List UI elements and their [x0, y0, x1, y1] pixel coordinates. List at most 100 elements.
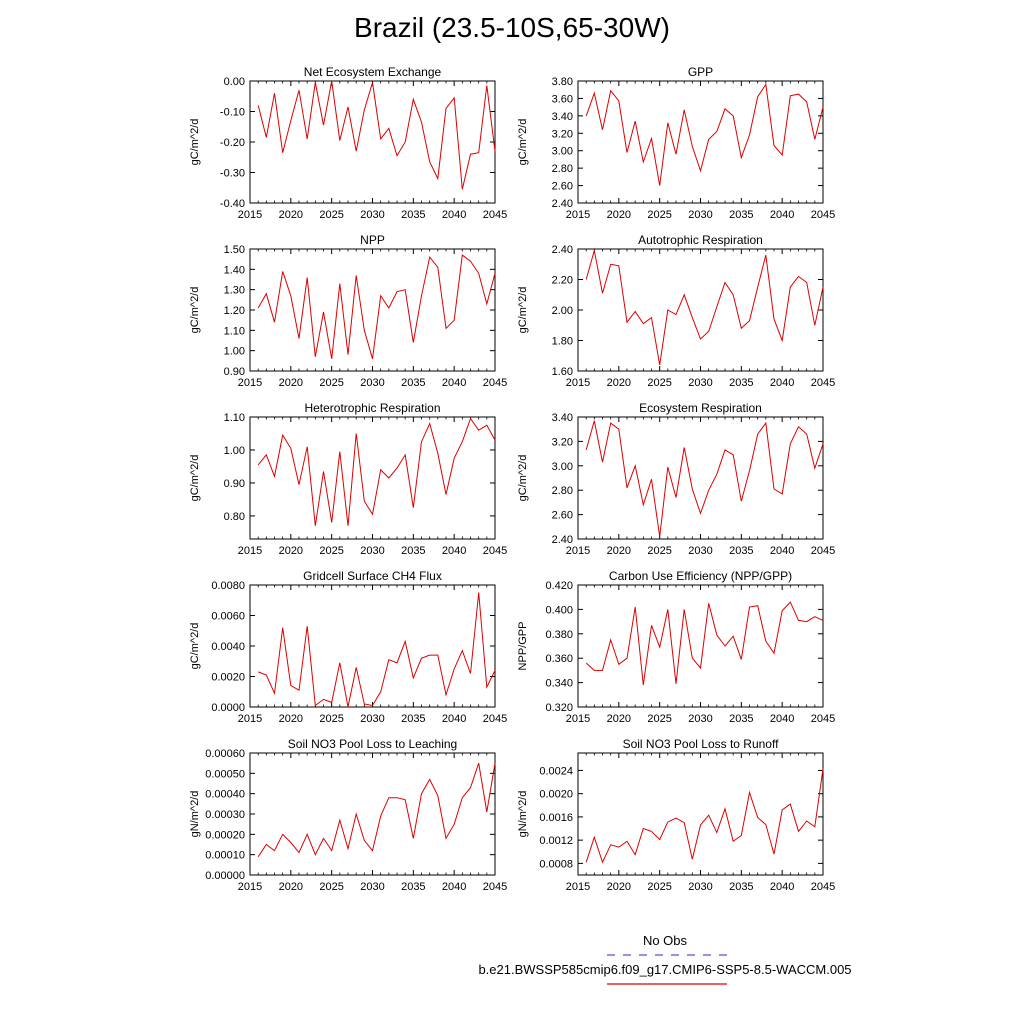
- x-tick-label: 2040: [442, 713, 466, 725]
- series-line: [257, 254, 496, 359]
- x-tick-label: 2015: [238, 209, 262, 221]
- x-tick-label: 2040: [442, 545, 466, 557]
- x-tick-label: 2045: [483, 545, 507, 557]
- x-tick-label: 2025: [319, 377, 343, 389]
- y-axis-label: gC/m^2/d: [189, 119, 201, 166]
- y-tick-label: 0.380: [545, 629, 573, 641]
- y-tick-label: 1.80: [552, 336, 573, 348]
- x-tick-label: 2030: [360, 881, 384, 893]
- y-tick-label: 2.20: [552, 275, 573, 287]
- y-tick-label: 3.40: [552, 111, 573, 123]
- y-axis-label: gN/m^2/d: [189, 791, 201, 838]
- plot-frame: [249, 584, 496, 708]
- y-tick-label: 1.30: [224, 285, 245, 297]
- x-tick-label: 2045: [483, 881, 507, 893]
- y-tick-label: 1.00: [224, 445, 245, 457]
- y-tick-label: 0.00020: [205, 829, 245, 841]
- x-tick-label: 2025: [647, 209, 671, 221]
- x-tick-label: 2030: [688, 713, 712, 725]
- y-axis-label: gC/m^2/d: [517, 455, 529, 502]
- x-tick-label: 2035: [729, 545, 753, 557]
- x-tick-label: 2040: [770, 713, 794, 725]
- x-tick-label: 2015: [566, 377, 590, 389]
- y-axis-label: gC/m^2/d: [189, 287, 201, 334]
- y-tick-label: 0.00010: [205, 850, 245, 862]
- x-tick-label: 2030: [688, 209, 712, 221]
- chart-panel-3: Autotrophic Respiration gC/m^2/d 2015 2020 2…: [517, 233, 835, 389]
- chart-panel-8: Soil NO3 Pool Loss to Leaching gN/m^2/d 20…: [189, 737, 507, 893]
- x-tick-label: 2020: [279, 377, 303, 389]
- panel-title: Soil NO3 Pool Loss to Runoff: [623, 737, 780, 751]
- y-tick-label: 0.00040: [205, 789, 245, 801]
- y-tick-label: 2.00: [552, 305, 573, 317]
- panel-title: Gridcell Surface CH4 Flux: [303, 569, 442, 583]
- y-tick-label: 0.00030: [205, 809, 245, 821]
- plot-frame: [577, 752, 824, 876]
- y-tick-label: -0.30: [220, 168, 245, 180]
- x-tick-label: 2035: [401, 545, 425, 557]
- x-tick-label: 2045: [811, 713, 835, 725]
- y-tick-label: 0.360: [545, 653, 573, 665]
- x-tick-label: 2020: [607, 377, 631, 389]
- y-tick-label: -0.40: [220, 198, 245, 210]
- x-tick-label: 2015: [238, 881, 262, 893]
- x-tick-label: 2025: [647, 881, 671, 893]
- x-tick-label: 2020: [279, 545, 303, 557]
- x-tick-label: 2035: [729, 881, 753, 893]
- y-tick-label: 3.80: [552, 76, 573, 88]
- y-tick-label: 0.320: [545, 702, 573, 714]
- y-tick-label: 0.0060: [211, 611, 245, 623]
- x-tick-label: 2035: [401, 881, 425, 893]
- y-tick-label: 0.80: [224, 511, 245, 523]
- y-tick-label: 2.40: [552, 534, 573, 546]
- x-tick-label: 2040: [770, 377, 794, 389]
- legend-obs-label: No Obs: [643, 933, 688, 948]
- y-tick-label: -0.20: [220, 137, 245, 149]
- panel-title: Soil NO3 Pool Loss to Leaching: [288, 737, 457, 751]
- x-tick-label: 2045: [811, 377, 835, 389]
- x-tick-label: 2030: [360, 209, 384, 221]
- y-tick-label: 2.60: [552, 181, 573, 193]
- y-tick-label: 0.0080: [211, 580, 245, 592]
- chart-panel-0: Net Ecosystem Exchange gC/m^2/d 2015 2020 20…: [189, 65, 507, 221]
- y-tick-label: 0.0008: [539, 858, 573, 870]
- y-axis-label: NPP/GPP: [517, 622, 529, 671]
- y-tick-label: -0.10: [220, 107, 245, 119]
- y-tick-label: 1.00: [224, 346, 245, 358]
- plot-frame: [577, 416, 824, 540]
- plot-frame: [249, 416, 496, 540]
- y-axis-label: gC/m^2/d: [517, 119, 529, 166]
- chart-panel-9: Soil NO3 Pool Loss to Runoff gN/m^2/d 2015…: [517, 737, 835, 893]
- y-tick-label: 2.60: [552, 510, 573, 522]
- y-tick-label: 0.0000: [211, 702, 245, 714]
- x-tick-label: 2015: [238, 713, 262, 725]
- y-tick-label: 3.20: [552, 128, 573, 140]
- series-line: [585, 420, 824, 537]
- x-tick-label: 2035: [729, 209, 753, 221]
- x-tick-label: 2020: [279, 881, 303, 893]
- x-tick-label: 2015: [238, 545, 262, 557]
- x-tick-label: 2020: [607, 545, 631, 557]
- y-tick-label: 0.00050: [205, 768, 245, 780]
- x-tick-label: 2030: [688, 881, 712, 893]
- plot-frame: [577, 248, 824, 372]
- panel-title: Ecosystem Respiration: [639, 401, 762, 415]
- figure-title: Brazil (23.5-10S,65-30W): [354, 12, 670, 43]
- panel-title: Carbon Use Efficiency (NPP/GPP): [609, 569, 792, 583]
- chart-panel-4: Heterotrophic Respiration gC/m^2/d 2015 202…: [189, 401, 507, 557]
- panel-title: GPP: [688, 65, 713, 79]
- x-tick-label: 2040: [442, 209, 466, 221]
- panel-title: Net Ecosystem Exchange: [304, 65, 442, 79]
- y-axis-label: gC/m^2/d: [189, 623, 201, 670]
- x-tick-label: 2030: [360, 713, 384, 725]
- series-line: [257, 417, 496, 526]
- chart-panel-2: NPP gC/m^2/d 2015 2020 2025 2030 2035 2040 2045 1…: [189, 233, 507, 389]
- x-tick-label: 2025: [647, 713, 671, 725]
- y-tick-label: 0.0020: [539, 789, 573, 801]
- y-axis-label: gC/m^2/d: [517, 287, 529, 334]
- legend-model-label: b.e21.BWSSP585cmip6.f09_g17.CMIP6-SSP5-8…: [478, 962, 851, 977]
- chart-panel-1: GPP gC/m^2/d 2015 2020 2025 2030 2035 2040 2045 3…: [517, 65, 835, 221]
- y-tick-label: 0.90: [224, 366, 245, 378]
- y-tick-label: 3.00: [552, 461, 573, 473]
- plot-frame: [249, 752, 496, 876]
